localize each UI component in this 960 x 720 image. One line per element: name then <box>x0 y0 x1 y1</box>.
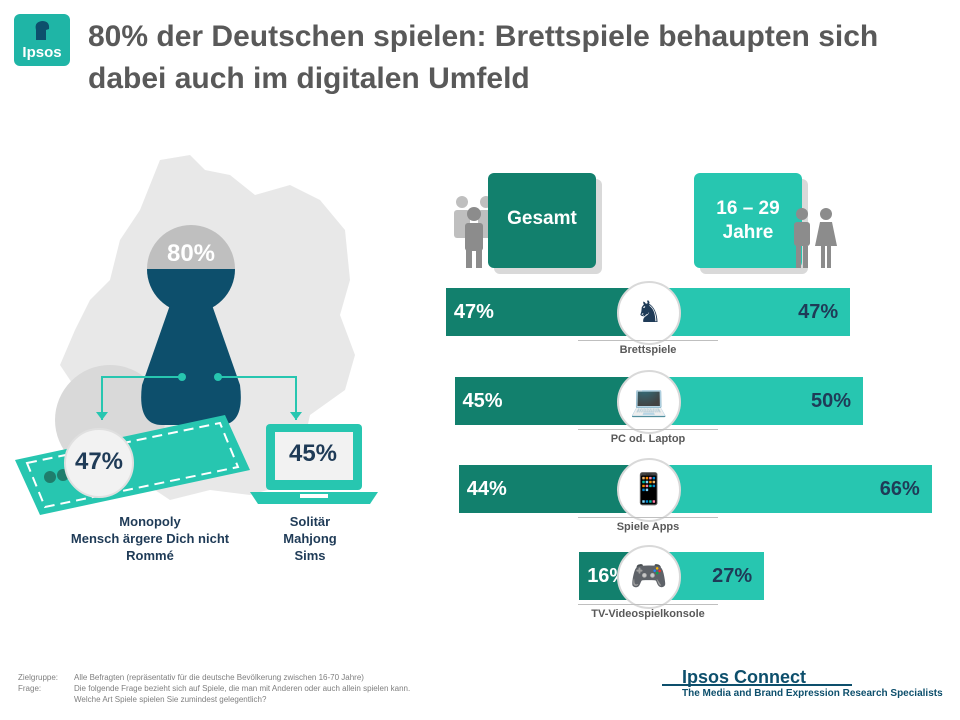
header-gesamt-label: Gesamt <box>507 208 577 229</box>
bar-gesamt <box>445 288 648 336</box>
tablet-touch-icon: 📱 <box>617 458 681 522</box>
zielgruppe-text: Alle Befragten (repräsentativ für die de… <box>74 673 364 682</box>
header-gesamt: Gesamt <box>488 173 596 268</box>
digital-game-item: Sims <box>294 548 326 563</box>
title-line-1: 80% der Deutschen spielen: Brettspiele b… <box>88 20 879 53</box>
digital-game-item: Mahjong <box>283 531 337 546</box>
logo-text: Ipsos <box>22 44 62 61</box>
category-label: Spiele Apps <box>616 521 680 533</box>
board-pct-circle <box>64 428 134 498</box>
bar-young-label: 50% <box>811 390 852 412</box>
bar-gesamt-label: 47% <box>453 301 494 323</box>
header-young: 16 – 29 Jahre <box>694 173 802 268</box>
brand-name: Ipsos Connect <box>682 667 807 687</box>
bar-young <box>648 377 863 425</box>
bar-young <box>648 465 932 513</box>
frage-text-1: Die folgende Frage bezieht sich auf Spie… <box>74 684 411 693</box>
category-underline <box>578 340 718 341</box>
category-label: PC od. Laptop <box>610 433 686 445</box>
category-underline <box>578 517 718 518</box>
total-percentage: 80% <box>166 240 216 267</box>
bar-gesamt <box>458 465 648 513</box>
gamepad-icon: 🎮 <box>617 545 681 609</box>
header-young-line2: Jahre <box>722 222 774 243</box>
bar-gesamt-label: 45% <box>462 390 503 412</box>
board-games-list: Monopoly Mensch ärgere Dich nicht Rommé <box>40 513 260 564</box>
zielgruppe-label: Zielgruppe: <box>18 673 59 682</box>
board-game-item: Monopoly <box>119 514 181 529</box>
digital-games-list: Solitär Mahjong Sims <box>255 513 365 564</box>
chess-icon: ♞ <box>617 281 681 345</box>
frage-label: Frage: <box>18 684 42 693</box>
digital-game-item: Solitär <box>289 514 331 529</box>
category-underline <box>578 429 718 430</box>
digital-percentage: 45% <box>288 440 338 467</box>
bar-young-label: 47% <box>798 301 839 323</box>
game-piece-graphic <box>141 225 241 425</box>
young-couple-icon <box>794 208 837 268</box>
category-underline <box>578 604 718 605</box>
frage-text-2: Welche Art Spiele spielen Sie zumindest … <box>74 695 267 704</box>
brand-underline <box>662 684 852 686</box>
bar-gesamt-label: 44% <box>466 478 507 500</box>
bar-young-label: 66% <box>879 478 920 500</box>
category-label: TV-Videospielkonsole <box>591 608 705 620</box>
bar-young-label: 27% <box>712 565 753 587</box>
header-young-line1: 16 – 29 <box>716 198 780 219</box>
logo-head-icon <box>35 21 50 40</box>
board-game-item: Mensch ärgere Dich nicht <box>70 531 230 546</box>
board-game-item: Rommé <box>126 548 174 563</box>
laptop-illustration <box>250 424 378 504</box>
bar-young <box>648 288 851 336</box>
title-line-2: dabei auch im digitalen Umfeld <box>88 62 530 95</box>
category-label: Brettspiele <box>619 344 677 356</box>
laptop-icon: 💻 <box>617 370 681 434</box>
connector-lines <box>96 376 302 420</box>
bar-gesamt <box>454 377 648 425</box>
page-title: 80% der Deutschen spielen: Brettspiele b… <box>88 16 948 100</box>
board-percentage: 47% <box>74 448 124 475</box>
brand-subtitle: The Media and Brand Expression Research … <box>682 688 943 699</box>
